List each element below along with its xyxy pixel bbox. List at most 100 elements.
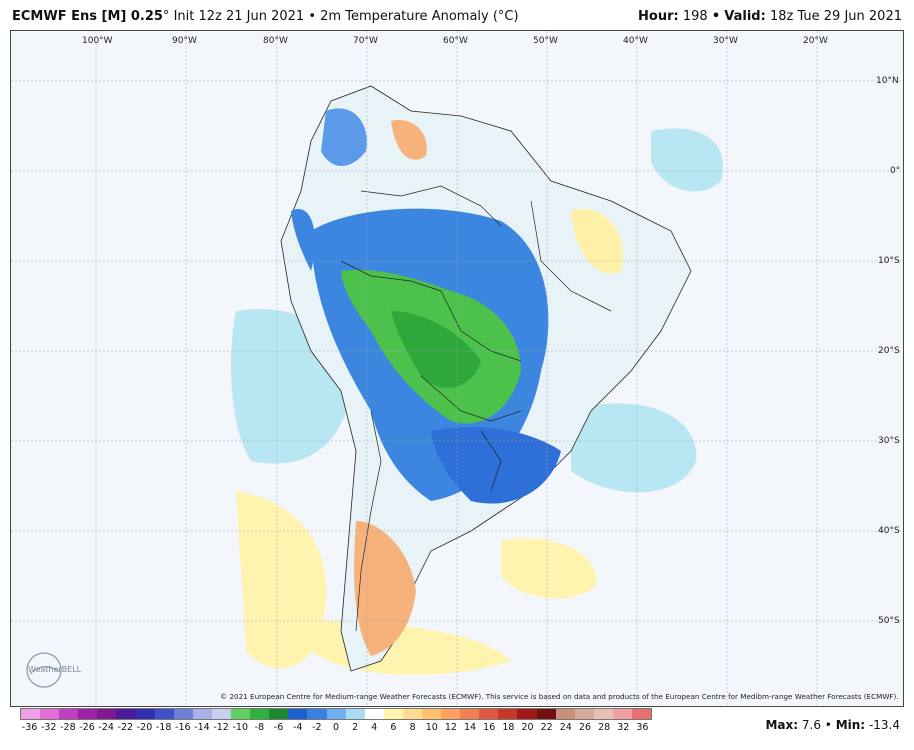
colorbar-swatch	[498, 709, 518, 719]
colorbar-swatch	[593, 709, 613, 719]
colorbar-tick-label: -24	[98, 722, 114, 733]
colorbar-tick-label: -4	[292, 722, 303, 733]
model-name: ECMWF Ens [M] 0.25	[12, 9, 163, 24]
colorbar-tick-label: -8	[254, 722, 265, 733]
colorbar-swatch	[173, 709, 193, 719]
lat-label: 50°S	[878, 616, 900, 626]
colorbar-swatch	[574, 709, 594, 719]
colorbar-tick-label: -16	[175, 722, 191, 733]
colorbar-tick-label: 28	[598, 722, 611, 733]
colorbar-tick-label: 8	[409, 722, 416, 733]
northeast-brazil-warm	[571, 209, 623, 274]
lon-label: 40°W	[623, 36, 648, 46]
south-pacific-warm-patch	[236, 491, 327, 669]
colorbar-tick-label: -36	[21, 722, 38, 733]
lon-label: 70°W	[353, 36, 378, 46]
colorbar-tick-label: 6	[390, 722, 397, 733]
colorbar-swatch	[192, 709, 212, 719]
min-value: -13.4	[868, 718, 900, 732]
lat-label: 20°S	[878, 346, 900, 356]
andes-cold-blue	[291, 209, 315, 271]
valid-date: 18z Tue 29 Jun 2021	[769, 9, 902, 24]
colorbar-swatch	[345, 709, 365, 719]
colorbar-swatch	[231, 709, 251, 719]
colorbar-tick-label: 0	[332, 722, 340, 733]
colorbar-tick-label: 32	[617, 722, 630, 733]
max-value: 7.6	[801, 718, 821, 732]
colorbar-swatch	[40, 709, 60, 719]
colorbar-swatch	[78, 709, 98, 719]
colorbar-swatch	[307, 709, 327, 719]
lat-label: 10°N	[876, 76, 899, 86]
colorbar-swatch	[612, 709, 632, 719]
colorbar-swatch	[59, 709, 79, 719]
colorbar-swatch	[116, 709, 136, 719]
colorbar-swatch	[269, 709, 289, 719]
forecast-hour: 198	[682, 9, 708, 24]
lat-label: 40°S	[878, 526, 900, 536]
colorbar-tick-label: 24	[559, 722, 572, 733]
colorbar-tick-label: 26	[578, 722, 592, 733]
header-bar: ECMWF Ens [M] 0.25° Init 12z 21 Jun 2021…	[0, 0, 914, 30]
init-time: Init 12z 21 Jun 2021	[173, 9, 305, 24]
lon-label: 80°W	[263, 36, 288, 46]
colorbar-tick-label: 22	[540, 722, 553, 733]
copyright-credit: © 2021 European Centre for Medium-range …	[220, 692, 899, 701]
lon-label: 60°W	[443, 36, 468, 46]
colorbar-tick-label: 36	[636, 722, 649, 733]
colorbar-swatch	[441, 709, 461, 719]
colorbar-swatch	[383, 709, 403, 719]
colorbar-tick-label: -6	[273, 722, 284, 733]
lon-label: 50°W	[533, 36, 558, 46]
colorbar-tick-label: -28	[60, 722, 76, 733]
colorbar-tick-label: 14	[464, 722, 477, 733]
colorbar-swatch	[211, 709, 232, 719]
lon-label: 90°W	[172, 36, 197, 46]
country-borders	[340, 185, 612, 632]
colorbar-swatch	[460, 709, 480, 719]
colorbar-tick-label: -20	[136, 722, 153, 733]
colorbar-tick-label: -32	[40, 722, 57, 733]
anomaly-map	[11, 31, 903, 706]
colorbar-swatch	[250, 709, 270, 719]
colorbar-tick-label: 16	[483, 722, 496, 733]
colorbar-swatch	[364, 709, 384, 719]
colorbar-swatch	[326, 709, 346, 719]
colorbar-swatch	[135, 709, 155, 719]
colorbar-swatch	[21, 709, 41, 719]
colorbar-ticks: -36 -32 -28 -26 -24 -22 -20 -18 -16 -14 -12 -10 -8 -6…	[20, 722, 652, 736]
colorbar-swatch	[536, 709, 556, 719]
lat-label: 10°S	[878, 256, 900, 266]
field-name: 2m Temperature Anomaly (°C)	[320, 9, 519, 24]
south-atlantic-warm-patch	[501, 538, 597, 599]
min-max-stats: Max: 7.6 • Min: -13.4	[765, 718, 900, 732]
colorbar-tick-label: 20	[521, 722, 534, 733]
lat-label: 30°S	[878, 436, 900, 446]
colorbar-tick-label: 12	[444, 722, 457, 733]
colorbar-tick-label: 10	[425, 722, 438, 733]
colorbar-tick-label: 4	[371, 722, 378, 733]
colorbar-tick-label: -18	[155, 722, 172, 733]
patagonia-warm-anomaly	[354, 521, 416, 656]
lon-label: 30°W	[713, 36, 738, 46]
colorbar-swatch	[288, 709, 308, 719]
colorbar-swatch	[97, 709, 117, 719]
equatorial-atlantic-patch	[651, 128, 723, 192]
colorbar-tick-label: -12	[213, 722, 229, 733]
colorbar-tick-label: -10	[232, 722, 248, 733]
colorbar-tick-label: -26	[79, 722, 95, 733]
map-panel	[10, 30, 904, 707]
logo-text: WeatherBELL	[28, 665, 82, 674]
colorbar-swatch	[517, 709, 537, 719]
colorbar-tick-label: -2	[312, 722, 322, 733]
lon-label: 20°W	[803, 36, 828, 46]
colorbar-swatch	[154, 709, 174, 719]
colorbar-swatch	[555, 709, 575, 719]
colorbar-swatch	[402, 709, 422, 719]
colombia-cold	[321, 108, 367, 166]
colorbar-tick-label: 18	[502, 722, 515, 733]
valid-time: Hour: 198 • Valid: 18z Tue 29 Jun 2021	[638, 9, 902, 24]
graticule	[11, 31, 903, 706]
atlantic-anomaly-patch	[571, 403, 697, 493]
colorbar-tick-label: 2	[352, 722, 359, 733]
